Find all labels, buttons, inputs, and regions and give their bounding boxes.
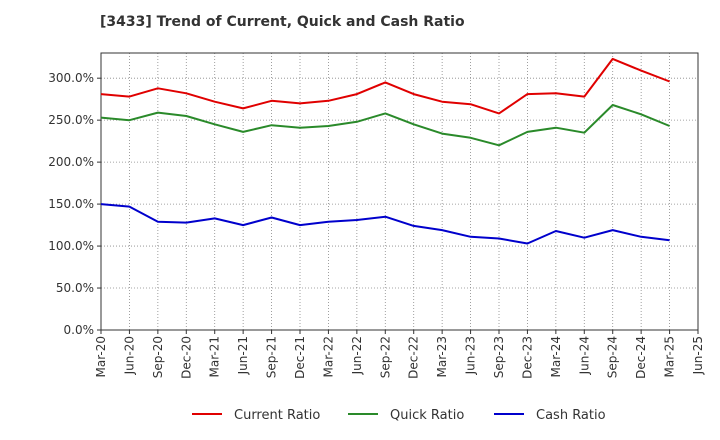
y-tick-label: 200.0% bbox=[48, 155, 94, 169]
x-tick-label: Mar-20 bbox=[94, 336, 108, 377]
legend-label-current-ratio: Current Ratio bbox=[234, 408, 320, 423]
chart-title: [3433] Trend of Current, Quick and Cash … bbox=[100, 14, 465, 30]
cash-ratio-line bbox=[100, 203, 670, 245]
y-tick-label: 100.0% bbox=[48, 239, 94, 253]
x-tick-label: Jun-22 bbox=[350, 336, 364, 375]
x-tick-label: Dec-22 bbox=[407, 336, 421, 379]
plot-frame bbox=[100, 52, 699, 331]
x-tick-label: Sep-23 bbox=[492, 336, 506, 378]
x-tick-label: Jun-25 bbox=[691, 336, 705, 375]
x-tick-label: Jun-23 bbox=[464, 336, 478, 375]
x-tick-label: Jun-20 bbox=[122, 336, 136, 375]
x-tick-label: Dec-24 bbox=[634, 336, 648, 379]
grid-layer bbox=[100, 53, 699, 331]
series-layer bbox=[100, 57, 670, 245]
y-tick-label: 50.0% bbox=[56, 281, 94, 295]
x-tick-label: Mar-22 bbox=[321, 336, 335, 377]
x-tick-label: Mar-24 bbox=[549, 336, 563, 377]
quick-ratio-line bbox=[100, 104, 670, 147]
y-tick-label: 0.0% bbox=[64, 323, 95, 337]
x-tick-label: Sep-24 bbox=[606, 336, 620, 378]
x-tick-label: Sep-20 bbox=[151, 336, 165, 378]
y-tick-label: 300.0% bbox=[48, 71, 94, 85]
legend-label-cash-ratio: Cash Ratio bbox=[536, 408, 606, 423]
axis-layer: 0.0% 50.0% 100.0% 150.0% 200.0% 250.0% 300.0% M… bbox=[48, 52, 705, 379]
x-tick-label: Mar-21 bbox=[208, 336, 222, 377]
x-tick-label: Dec-20 bbox=[179, 336, 193, 379]
current-ratio-line bbox=[100, 57, 670, 115]
legend-label-quick-ratio: Quick Ratio bbox=[390, 408, 464, 423]
x-tick-label: Sep-22 bbox=[378, 336, 392, 378]
x-tick-label: Mar-23 bbox=[435, 336, 449, 377]
x-tick-label: Dec-21 bbox=[293, 336, 307, 379]
x-tick-label: Dec-23 bbox=[520, 336, 534, 379]
y-tick-label: 250.0% bbox=[48, 113, 94, 127]
x-tick-label: Jun-24 bbox=[577, 336, 591, 375]
x-tick-label: Mar-25 bbox=[663, 336, 677, 377]
x-tick-label: Jun-21 bbox=[236, 336, 250, 375]
legend-layer: Current Ratio Quick Ratio Cash Ratio bbox=[192, 408, 606, 423]
x-tick-label: Sep-21 bbox=[265, 336, 279, 378]
y-tick-label: 150.0% bbox=[48, 197, 94, 211]
